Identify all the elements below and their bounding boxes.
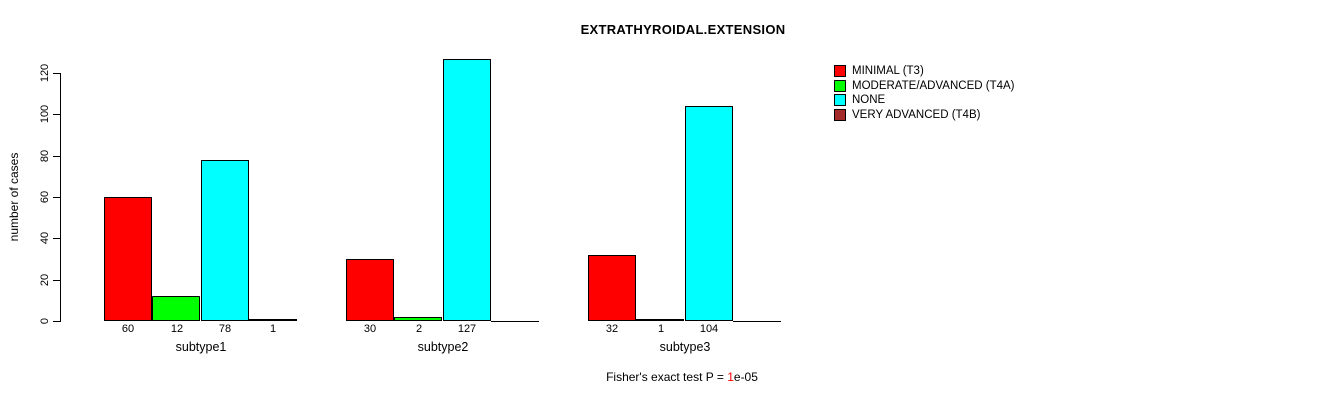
group-label: subtype2 (417, 340, 469, 354)
bar (443, 59, 491, 321)
bar-value-label: 1 (269, 323, 277, 335)
legend-swatch (834, 79, 846, 92)
caption-p-value: 1 (727, 370, 734, 384)
bar (346, 259, 394, 321)
y-tick (53, 73, 60, 74)
bar-value-label: 32 (605, 323, 619, 335)
legend-item-label: MODERATE/ADVANCED (T4A) (852, 79, 1015, 92)
bar (201, 160, 249, 321)
bar-value-label: 12 (170, 323, 184, 335)
legend-item-label: NONE (852, 94, 886, 107)
legend-swatch (834, 94, 846, 107)
y-tick-label: 20 (39, 273, 51, 287)
y-tick (53, 114, 60, 115)
bar (588, 255, 636, 321)
legend-item: MINIMAL (T3) (834, 64, 1015, 79)
y-tick (53, 280, 60, 281)
bar (152, 296, 200, 321)
bar-value-label: 60 (121, 323, 135, 335)
y-tick-label: 80 (39, 149, 51, 163)
legend-item-label: VERY ADVANCED (T4B) (852, 108, 981, 121)
y-tick-label: 120 (39, 63, 51, 83)
bar-value-label: 1 (657, 323, 665, 335)
group-label: subtype1 (175, 340, 227, 354)
group-label: subtype3 (659, 340, 711, 354)
y-tick-label: 60 (39, 190, 51, 204)
caption-prefix: Fisher's exact test P = (606, 370, 728, 384)
y-tick-label: 40 (39, 231, 51, 245)
legend-swatch (834, 108, 846, 121)
y-tick (53, 321, 60, 322)
bar-value-label: 78 (218, 323, 232, 335)
legend-swatch (834, 65, 846, 78)
y-tick-label: 100 (39, 104, 51, 124)
y-tick (53, 197, 60, 198)
caption: Fisher's exact test P = 1e-05 (532, 370, 832, 384)
bar-value-label: 127 (457, 323, 477, 335)
bar (636, 319, 684, 321)
legend-item-label: MINIMAL (T3) (852, 65, 924, 78)
y-axis-title: number of cases (7, 152, 21, 242)
legend-item: VERY ADVANCED (T4B) (834, 108, 1015, 123)
bar-value-label: 30 (363, 323, 377, 335)
bar (104, 197, 152, 321)
y-axis-line (60, 73, 61, 322)
bar (394, 317, 442, 321)
bar-value-label: 2 (415, 323, 423, 335)
bar-zero-height (491, 321, 539, 322)
bar-value-label: 104 (699, 323, 719, 335)
bar (249, 319, 297, 321)
legend-item: MODERATE/ADVANCED (T4A) (834, 79, 1015, 94)
bar (685, 106, 733, 321)
y-tick (53, 156, 60, 157)
legend: MINIMAL (T3) MODERATE/ADVANCED (T4A) NONE V… (834, 64, 1015, 122)
y-tick (53, 238, 60, 239)
caption-suffix: e-05 (733, 370, 758, 384)
y-tick-label: 0 (39, 317, 51, 325)
bar-zero-height (733, 321, 781, 322)
chart-title: EXTRATHYROIDAL.EXTENSION (580, 22, 786, 37)
legend-item: NONE (834, 93, 1015, 108)
